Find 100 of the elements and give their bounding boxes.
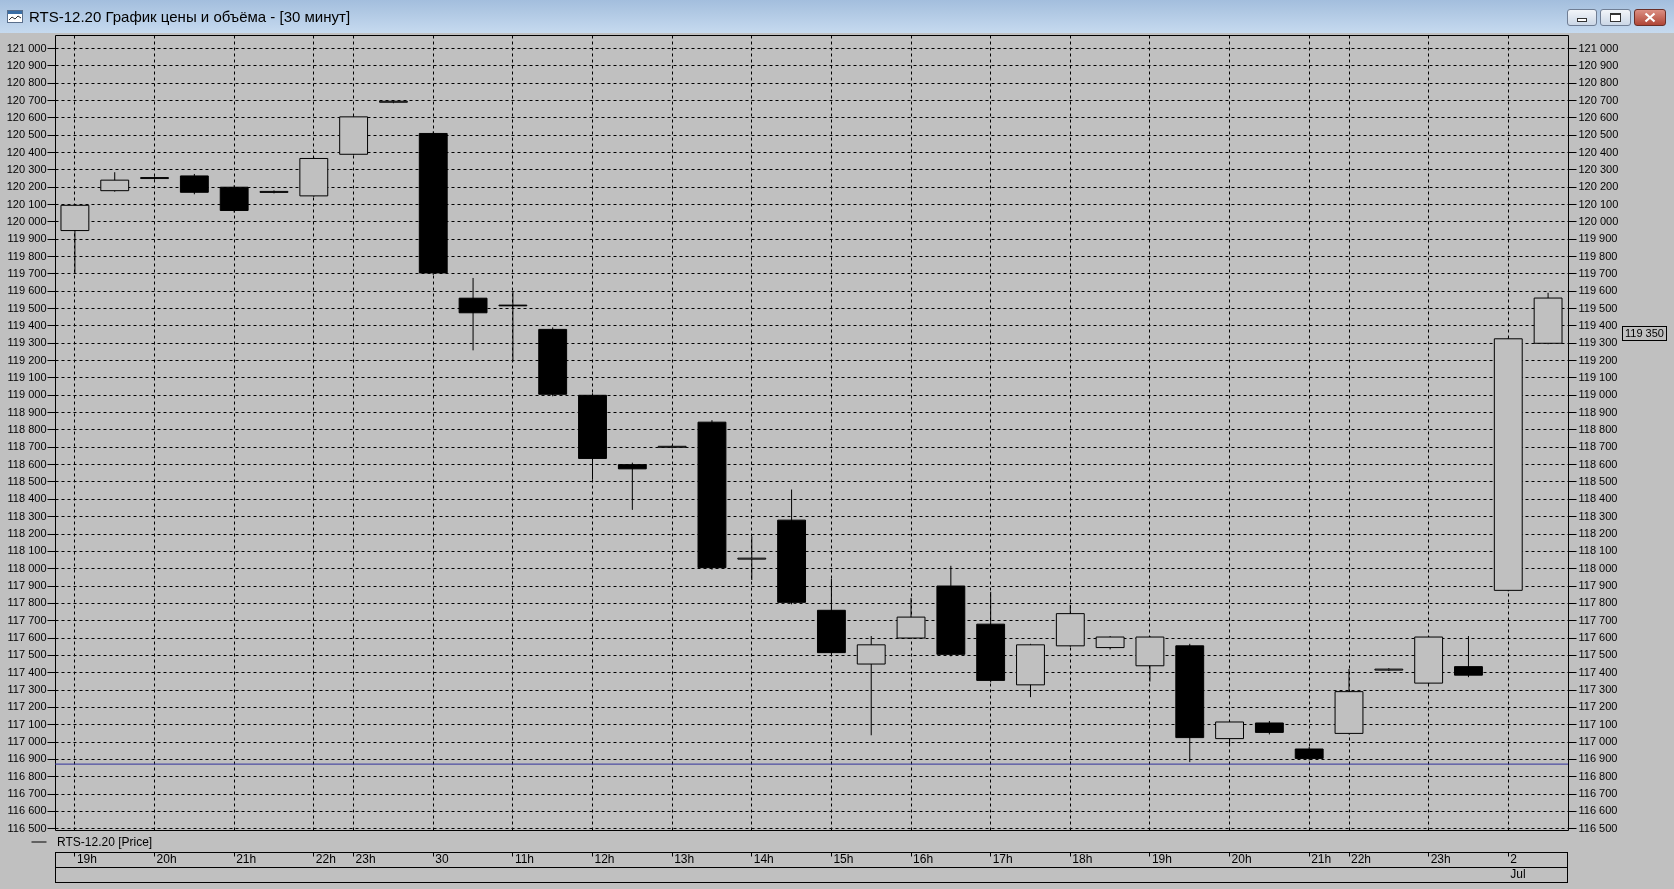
y-tick-label: 116 500	[7, 821, 47, 834]
y2-tick-label: 117 000	[1578, 735, 1618, 748]
y-tick-label: 116 600	[7, 804, 47, 817]
x-tick-label: 20h	[1231, 851, 1252, 866]
y2-tick-label: 119 200	[1578, 353, 1618, 366]
y2-tick-label: 118 500	[1578, 474, 1618, 487]
y-tick-label: 120 100	[6, 197, 47, 210]
y2-tick-label: 117 300	[1578, 683, 1618, 696]
y2-tick-label: 119 300	[1578, 336, 1618, 349]
y-tick-label: 119 100	[7, 370, 47, 383]
x-tick-label: 2 Jul	[1510, 851, 1526, 881]
y-tick-label: 118 900	[7, 405, 47, 418]
x-tick-label: 22h	[1351, 851, 1372, 866]
y-tick-label: 120 200	[6, 180, 47, 193]
y2-tick-label: 119 700	[1578, 266, 1618, 279]
y-tick-label: 119 900	[7, 232, 47, 245]
x-tick-label: 23h	[355, 851, 376, 866]
y2-tick-label: 118 400	[1578, 492, 1618, 505]
y-tick-label: 117 100	[7, 717, 47, 730]
x-tick-label: 17h	[992, 851, 1013, 866]
y2-tick-label: 119 600	[1578, 284, 1618, 297]
y2-tick-label: 117 900	[1578, 579, 1618, 592]
x-tick-label: 23h	[1430, 851, 1451, 866]
y2-tick-label: 120 400	[1578, 145, 1619, 158]
x-tick-label: 19h	[1151, 851, 1172, 866]
y2-tick-label: 117 100	[1578, 717, 1618, 730]
x-tick-label: 11h	[514, 851, 535, 866]
y-tick-label: 119 200	[7, 353, 47, 366]
y-tick-label: 118 000	[7, 561, 47, 574]
y-tick-label: 119 300	[7, 336, 47, 349]
y2-tick-label: 120 200	[1578, 180, 1619, 193]
y-tick-label: 119 600	[7, 284, 47, 297]
y2-tick-label: 119 400	[1578, 318, 1618, 331]
y-tick-label: 119 500	[7, 301, 47, 314]
y2-tick-label: 120 500	[1578, 128, 1619, 141]
y-tick-label: 117 500	[7, 648, 47, 661]
y-tick-label: 118 500	[7, 474, 47, 487]
y2-tick-label: 118 100	[1578, 544, 1618, 557]
y-tick-label: 117 200	[7, 700, 47, 713]
y-tick-label: 120 400	[6, 145, 47, 158]
x-tick-label: 20h	[156, 851, 177, 866]
y-tick-label: 118 100	[7, 544, 47, 557]
x-tick-label: 30	[435, 851, 449, 866]
y2-tick-label: 117 700	[1578, 613, 1618, 626]
y-tick-label: 118 800	[7, 422, 47, 435]
y2-tick-label: 117 500	[1578, 648, 1618, 661]
x-tick-label: 14h	[753, 851, 774, 866]
y2-tick-label: 117 200	[1578, 700, 1618, 713]
y-tick-label: 119 700	[7, 266, 47, 279]
y-tick-label: 120 800	[6, 76, 47, 89]
y2-tick-label: 119 500	[1578, 301, 1618, 314]
x-tick-label: 22h	[315, 851, 336, 866]
x-tick-label: 15h	[833, 851, 854, 866]
y-tick-label: 118 400	[7, 492, 47, 505]
y-tick-label: 119 400	[7, 318, 47, 331]
y2-tick-label: 119 000	[1578, 388, 1618, 401]
y-tick-label: 120 000	[6, 214, 47, 227]
y-tick-label: 120 500	[6, 128, 47, 141]
y2-tick-label: 120 600	[1578, 110, 1619, 123]
y2-tick-label: 120 000	[1578, 214, 1619, 227]
y-tick-label: 117 400	[7, 665, 47, 678]
y-tick-label: 119 000	[7, 388, 47, 401]
x-tick-label: 18h	[1072, 851, 1093, 866]
y2-tick-label: 118 900	[1578, 405, 1618, 418]
y-tick-label: 120 300	[6, 162, 47, 175]
y2-tick-label: 120 300	[1578, 162, 1619, 175]
y2-tick-label: 116 900	[1578, 752, 1618, 765]
y2-tick-label: 117 600	[1578, 631, 1618, 644]
y2-tick-label: 119 100	[1578, 370, 1618, 383]
y-tick-label: 117 600	[7, 631, 47, 644]
y-tick-label: 120 600	[6, 110, 47, 123]
y2-tick-label: 120 900	[1578, 58, 1619, 71]
y2-tick-label: 121 000	[1578, 41, 1619, 54]
y-tick-label: 118 300	[7, 509, 47, 522]
y2-tick-label: 118 600	[1578, 457, 1618, 470]
y2-tick-label: 118 000	[1578, 561, 1618, 574]
y-tick-label: 117 000	[7, 735, 47, 748]
y2-tick-label: 116 600	[1578, 804, 1618, 817]
text: 119 350	[1622, 326, 1667, 341]
y2-tick-label: 116 700	[1578, 787, 1618, 800]
y-tick-label: 118 700	[7, 440, 47, 453]
y-tick-label: 120 700	[6, 93, 47, 106]
y-tick-label: 117 900	[7, 579, 47, 592]
y-tick-label: 116 900	[7, 752, 47, 765]
y2-tick-label: 118 200	[1578, 527, 1618, 539]
y-tick-label: 121 000	[6, 41, 47, 54]
y2-tick-label: 117 800	[1578, 596, 1618, 609]
x-tick-label: 21h	[1311, 851, 1332, 866]
y2-tick-label: 119 900	[1578, 232, 1618, 245]
y2-tick-label: 117 400	[1578, 665, 1618, 678]
x-tick-label: 19h	[76, 851, 97, 866]
x-tick-label: 13h	[674, 851, 695, 866]
y2-tick-label: 118 700	[1578, 440, 1618, 453]
y-tick-label: 120 900	[6, 58, 47, 71]
y2-tick-label: 119 800	[1578, 249, 1618, 262]
y2-tick-label: 116 800	[1578, 769, 1618, 782]
y2-tick-label: 116 500	[1578, 821, 1618, 834]
y-tick-label: 116 700	[7, 787, 47, 800]
y-tick-label: 117 700	[7, 613, 47, 626]
y2-tick-label: 118 800	[1578, 422, 1618, 435]
